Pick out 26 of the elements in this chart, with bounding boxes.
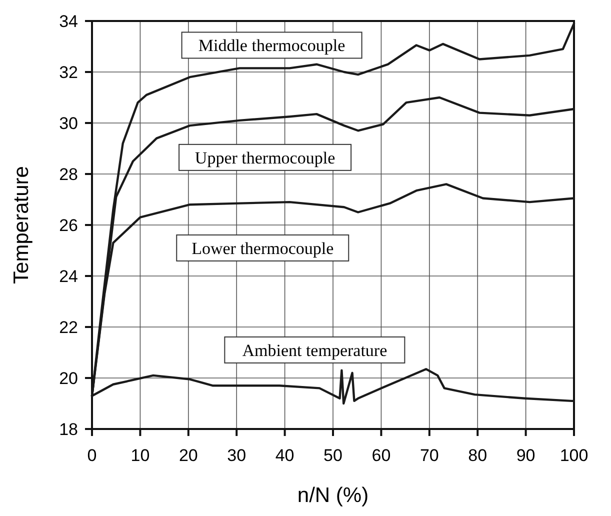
x-tick-label: 40: [275, 446, 294, 465]
y-tick-label: 24: [59, 267, 78, 286]
series-label: Middle thermocouple: [198, 36, 346, 56]
x-tick-label: 60: [372, 446, 391, 465]
x-tick-label: 50: [324, 446, 342, 465]
x-tick-label: 20: [178, 446, 198, 465]
y-tick-label: 32: [59, 63, 78, 82]
y-tick-label: 18: [59, 420, 78, 439]
x-tick-label: 100: [560, 446, 588, 465]
y-tick-label: 30: [59, 114, 78, 133]
x-tick-label: 90: [516, 446, 536, 465]
series-label: Upper thermocouple: [194, 148, 336, 168]
x-tick-label: 30: [227, 446, 246, 465]
x-tick-label: 80: [468, 446, 488, 465]
x-axis-title: n/N (%): [297, 484, 369, 507]
y-tick-label: 20: [59, 369, 78, 388]
series-label: Ambient temperature: [242, 340, 388, 360]
y-tick-label: 28: [59, 165, 78, 184]
y-tick-label: 26: [59, 216, 78, 235]
x-tick-label: 0: [87, 446, 97, 465]
x-tick-label: 10: [130, 446, 150, 465]
y-tick-label: 22: [59, 318, 78, 337]
series-label: Lower thermocouple: [192, 238, 334, 258]
y-axis-title: Temperature: [10, 166, 33, 284]
y-tick-label: 34: [59, 12, 78, 31]
x-tick-label: 70: [420, 446, 439, 465]
